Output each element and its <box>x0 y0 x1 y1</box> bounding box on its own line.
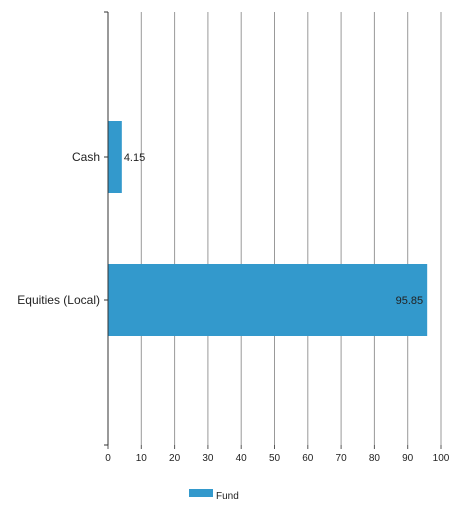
x-tick-label: 30 <box>202 453 214 464</box>
x-tick-label: 60 <box>302 453 314 464</box>
x-tick-label: 100 <box>433 453 450 464</box>
x-tick-label: 0 <box>105 453 111 464</box>
y-category-label: Equities (Local) <box>17 293 100 307</box>
bar-cash <box>108 121 122 193</box>
axes <box>104 11 442 449</box>
x-tick-label: 20 <box>169 453 181 464</box>
bars <box>108 121 428 336</box>
x-tick-label: 80 <box>369 453 381 464</box>
x-tick-label: 10 <box>136 453 148 464</box>
legend-swatch <box>189 489 213 497</box>
labels: 0 10 20 30 40 50 60 70 80 90 100 Cash 4.15 Equities (… <box>17 150 449 464</box>
y-category-label: Cash <box>72 150 100 164</box>
bar-equities-local- <box>108 264 428 336</box>
data-label: 95.85 <box>396 295 424 307</box>
x-tick-label: 90 <box>402 453 414 464</box>
gridlines <box>140 12 442 445</box>
x-tick-label: 70 <box>336 453 348 464</box>
legend-label: Fund <box>216 491 239 502</box>
x-tick-label: 50 <box>269 453 281 464</box>
data-label: 4.15 <box>124 152 145 164</box>
legend: Fund <box>189 489 239 502</box>
x-tick-label: 40 <box>236 453 248 464</box>
